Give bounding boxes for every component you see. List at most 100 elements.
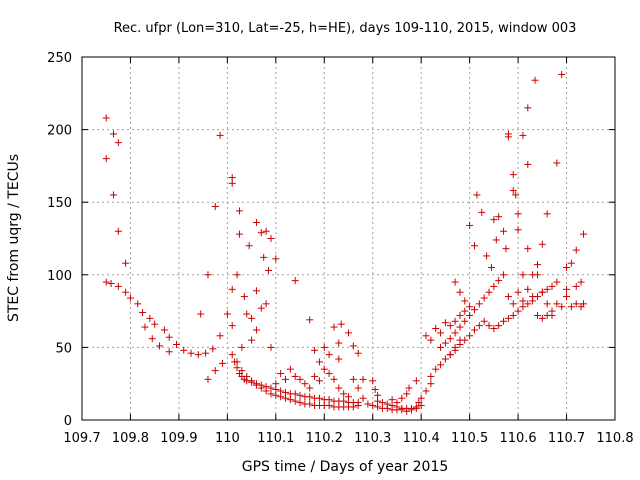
- data-point: [235, 207, 243, 215]
- data-point: [291, 390, 299, 398]
- data-point: [553, 159, 561, 167]
- data-point: [272, 391, 280, 399]
- data-point: [543, 210, 551, 218]
- data-point: [223, 310, 231, 318]
- data-point: [504, 314, 512, 322]
- data-point: [240, 293, 248, 301]
- data-point: [580, 230, 588, 238]
- data-point: [415, 399, 423, 407]
- data-point: [437, 329, 445, 337]
- data-point: [466, 221, 474, 229]
- data-point: [519, 271, 527, 279]
- data-point: [437, 361, 445, 369]
- data-point: [114, 227, 122, 235]
- data-point: [315, 377, 323, 385]
- data-point: [441, 339, 449, 347]
- data-point: [286, 396, 294, 404]
- data-point: [126, 294, 134, 302]
- grid-lines: [82, 57, 615, 420]
- data-point: [233, 358, 241, 366]
- data-point: [538, 240, 546, 248]
- data-point: [282, 375, 290, 383]
- data-point: [500, 271, 508, 279]
- data-point: [533, 311, 541, 319]
- data-point: [330, 323, 338, 331]
- data-point: [141, 323, 149, 331]
- data-point: [272, 380, 280, 388]
- data-point: [509, 300, 517, 308]
- data-point: [538, 288, 546, 296]
- data-point: [427, 372, 435, 380]
- data-point: [500, 227, 508, 235]
- data-point: [262, 227, 270, 235]
- data-point: [548, 311, 556, 319]
- data-point: [335, 384, 343, 392]
- data-point: [337, 320, 345, 328]
- data-point: [219, 359, 227, 367]
- data-point: [160, 326, 168, 334]
- data-point: [349, 375, 357, 383]
- data-point: [563, 285, 571, 293]
- data-point: [432, 365, 440, 373]
- data-point: [257, 384, 265, 392]
- data-point: [524, 245, 532, 253]
- data-point: [572, 246, 580, 254]
- data-point: [165, 348, 173, 356]
- x-tick-label: 110.1: [257, 431, 294, 446]
- data-point: [451, 317, 459, 325]
- data-point: [451, 343, 459, 351]
- data-point: [238, 367, 246, 375]
- data-point: [529, 293, 537, 301]
- data-point: [349, 403, 357, 411]
- data-point: [441, 355, 449, 363]
- data-point: [296, 375, 304, 383]
- data-point: [514, 288, 522, 296]
- data-point: [187, 349, 195, 357]
- data-point: [354, 349, 362, 357]
- data-point: [286, 365, 294, 373]
- x-tick-label: 110: [215, 431, 240, 446]
- data-point: [306, 316, 314, 324]
- data-point: [572, 282, 580, 290]
- data-point: [267, 235, 275, 242]
- data-point: [139, 309, 147, 317]
- data-point: [306, 384, 314, 392]
- plot-frame: [81, 56, 616, 421]
- data-point: [315, 358, 323, 366]
- data-point: [490, 282, 498, 290]
- data-point: [248, 377, 256, 385]
- data-point: [325, 401, 333, 409]
- data-point: [165, 333, 173, 341]
- y-tick-label: 150: [47, 196, 72, 211]
- data-point: [114, 282, 122, 290]
- data-point: [572, 300, 580, 308]
- data-point: [524, 300, 532, 308]
- data-point: [553, 278, 561, 286]
- data-point: [252, 381, 260, 389]
- data-point: [514, 307, 522, 315]
- data-point: [369, 401, 377, 409]
- data-point: [538, 314, 546, 322]
- data-point: [320, 343, 328, 351]
- data-point: [340, 390, 348, 398]
- data-point: [466, 332, 474, 340]
- data-point: [216, 332, 224, 340]
- data-point: [238, 343, 246, 351]
- data-point: [398, 394, 406, 402]
- data-point: [475, 322, 483, 330]
- data-point: [122, 259, 130, 267]
- data-point: [388, 396, 396, 404]
- data-point: [480, 294, 488, 302]
- data-point: [475, 300, 483, 308]
- data-point: [148, 335, 156, 343]
- data-point: [456, 336, 464, 344]
- data-point: [371, 386, 379, 394]
- data-point: [102, 114, 110, 122]
- y-axis-label: STEC from uqrg / TECUs: [6, 154, 22, 322]
- y-tick-labels: 0 50 100 150 200 250: [47, 51, 72, 429]
- data-point: [446, 351, 454, 359]
- x-tick-label: 110.4: [403, 431, 440, 446]
- data-point: [531, 76, 539, 84]
- chart-title: Rec. ufpr (Lon=310, Lat=-25, h=HE), days…: [114, 21, 577, 36]
- data-point: [296, 399, 304, 407]
